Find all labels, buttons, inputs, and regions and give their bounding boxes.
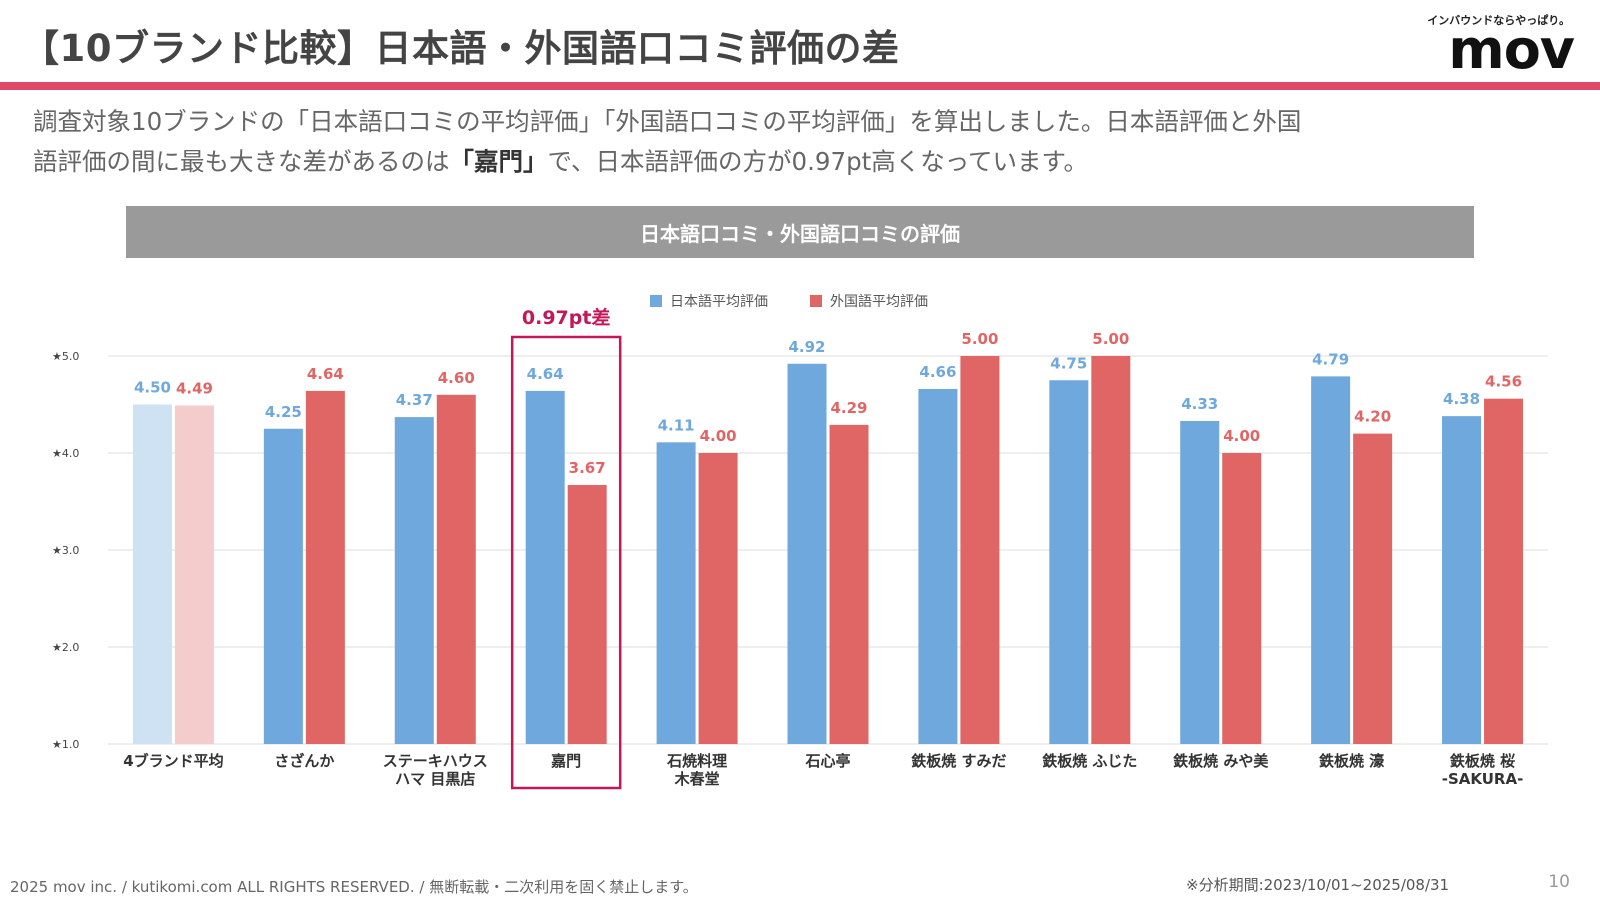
bar-foreign bbox=[305, 390, 345, 744]
bar-jp bbox=[1049, 380, 1089, 744]
data-label-jp: 4.66 bbox=[919, 363, 956, 381]
category-label: 鉄板焼 濠 bbox=[1319, 752, 1384, 770]
mov-logo: mov bbox=[1448, 18, 1575, 81]
legend-label-jp: 日本語平均評価 bbox=[670, 294, 768, 310]
data-label-foreign: 4.60 bbox=[438, 369, 475, 387]
data-label-foreign: 4.00 bbox=[700, 427, 737, 445]
category-label: 木春堂 bbox=[674, 770, 720, 788]
header-divider bbox=[0, 82, 1600, 90]
page-title: 【10ブランド比較】日本語・外国語口コミ評価の差 bbox=[22, 27, 900, 70]
category-label: 4ブランド平均 bbox=[123, 752, 223, 770]
data-label-jp: 4.75 bbox=[1050, 354, 1087, 372]
category-label: 石心亭 bbox=[804, 752, 850, 770]
analysis-period: ※分析期間:2023/10/01~2025/08/31 bbox=[1186, 876, 1450, 894]
data-label-foreign: 4.64 bbox=[307, 365, 344, 383]
bar-foreign bbox=[829, 424, 869, 744]
y-tick-label: ★3.0 bbox=[52, 544, 79, 557]
legend-swatch-jp bbox=[650, 295, 662, 307]
bar-jp bbox=[394, 417, 434, 744]
data-label-foreign: 3.67 bbox=[569, 459, 606, 477]
category-label: 石焼料理 bbox=[666, 752, 727, 770]
data-label-jp: 4.37 bbox=[396, 391, 433, 409]
legend-label-foreign: 外国語平均評価 bbox=[830, 294, 928, 310]
intro-line-2-post: で、日本語評価の方が0.97pt高くなっています。 bbox=[547, 147, 1089, 176]
bar-jp bbox=[656, 442, 696, 744]
y-tick-label: ★1.0 bbox=[52, 738, 79, 751]
data-label-foreign: 4.00 bbox=[1223, 427, 1260, 445]
bar-foreign bbox=[567, 485, 607, 744]
category-label: ステーキハウス bbox=[383, 752, 488, 770]
bar-foreign bbox=[1484, 398, 1524, 744]
legend-swatch-foreign bbox=[810, 295, 822, 307]
bar-chart: ★1.0 ★2.0 ★3.0 ★4.0 ★5.0 4.50 4.49 4ブランド平均 4.25 4… bbox=[52, 294, 1548, 790]
data-label-foreign: 5.00 bbox=[1092, 330, 1129, 348]
category-label: 鉄板焼 桜 bbox=[1450, 752, 1515, 770]
data-label-foreign: 4.20 bbox=[1354, 408, 1391, 426]
bar-foreign bbox=[1222, 453, 1262, 744]
data-label-jp: 4.38 bbox=[1443, 390, 1480, 408]
data-label-jp: 4.64 bbox=[527, 365, 564, 383]
bar-foreign bbox=[174, 405, 214, 744]
bar-jp bbox=[132, 404, 172, 744]
data-label-jp: 4.92 bbox=[788, 338, 825, 356]
data-label-jp: 4.11 bbox=[658, 416, 695, 434]
y-tick-label: ★4.0 bbox=[52, 447, 79, 460]
y-tick-label: ★5.0 bbox=[52, 350, 79, 363]
bar-foreign bbox=[436, 394, 476, 744]
data-label-foreign: 5.00 bbox=[961, 330, 998, 348]
category-label: 嘉門 bbox=[550, 752, 581, 770]
bar-jp bbox=[1442, 416, 1482, 744]
intro-highlight: 「嘉門」 bbox=[449, 147, 548, 176]
category-label: 鉄板焼 すみだ bbox=[911, 752, 1006, 770]
highlight-label: 0.97pt差 bbox=[522, 306, 611, 329]
highlight-box bbox=[510, 335, 622, 790]
footer-copyright: 2025 mov inc. / kutikomi.com ALL RIGHTS … bbox=[10, 878, 698, 896]
bar-foreign bbox=[698, 453, 738, 744]
bar-jp bbox=[263, 428, 303, 744]
category-label: 鉄板焼 ふじた bbox=[1042, 752, 1137, 770]
data-label-foreign: 4.29 bbox=[830, 399, 867, 417]
bar-jp bbox=[787, 363, 827, 744]
bar-jp bbox=[1180, 420, 1220, 744]
bar-foreign bbox=[960, 356, 1000, 744]
data-label-jp: 4.79 bbox=[1312, 350, 1349, 368]
category-label: さざんか bbox=[274, 752, 334, 770]
category-label: 鉄板焼 みや美 bbox=[1173, 752, 1269, 770]
page-number: 10 bbox=[1548, 872, 1570, 892]
y-tick-label: ★2.0 bbox=[52, 641, 79, 654]
bar-jp bbox=[525, 390, 565, 744]
data-label-foreign: 4.56 bbox=[1485, 373, 1522, 391]
chart-header-bar: 日本語口コミ・外国語口コミの評価 bbox=[126, 206, 1474, 258]
category-label: ハマ 目黒店 bbox=[395, 770, 475, 788]
bar-jp bbox=[1311, 376, 1351, 744]
bar-foreign bbox=[1091, 356, 1131, 744]
intro-text: 調査対象10ブランドの「日本語口コミの平均評価」「外国語口コミの平均評価」を算出… bbox=[33, 102, 1578, 182]
data-label-jp: 4.25 bbox=[265, 403, 302, 421]
intro-line-1: 調査対象10ブランドの「日本語口コミの平均評価」「外国語口コミの平均評価」を算出… bbox=[33, 107, 1302, 136]
bar-jp bbox=[918, 388, 958, 744]
intro-line-2-pre: 語評価の間に最も大きな差があるのは bbox=[33, 147, 450, 176]
chart-header-text: 日本語口コミ・外国語口コミの評価 bbox=[640, 221, 960, 246]
category-label: -SAKURA- bbox=[1442, 770, 1524, 788]
data-label-jp: 4.33 bbox=[1181, 395, 1218, 413]
logo-tagline: インバウンドならやっぱり。 bbox=[1427, 14, 1570, 27]
data-label-foreign: 4.49 bbox=[176, 379, 213, 397]
data-label-jp: 4.50 bbox=[134, 379, 171, 397]
bar-foreign bbox=[1353, 433, 1393, 744]
